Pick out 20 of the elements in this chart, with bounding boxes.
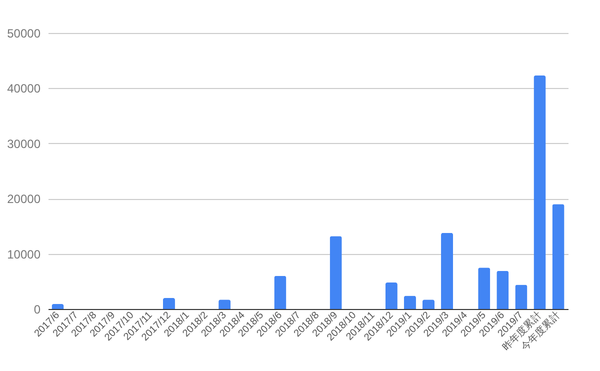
bar	[478, 268, 490, 309]
bar	[52, 304, 64, 309]
bar	[218, 300, 231, 309]
bar	[162, 298, 175, 309]
bar	[385, 282, 398, 309]
bar	[515, 284, 528, 309]
bar	[274, 276, 286, 309]
y-tick-label: 50000	[7, 26, 41, 40]
bar	[441, 232, 454, 309]
y-tick-label: 10000	[7, 247, 41, 262]
y-tick-label: 30000	[7, 136, 41, 151]
y-tick-label: 40000	[7, 82, 41, 96]
bar	[404, 296, 416, 309]
y-tick-label: 0	[34, 302, 41, 316]
bar	[534, 76, 546, 309]
bar	[422, 300, 435, 309]
bar	[552, 204, 564, 309]
y-tick-label: 20000	[7, 192, 41, 206]
bar	[496, 270, 509, 309]
bar	[330, 236, 342, 309]
